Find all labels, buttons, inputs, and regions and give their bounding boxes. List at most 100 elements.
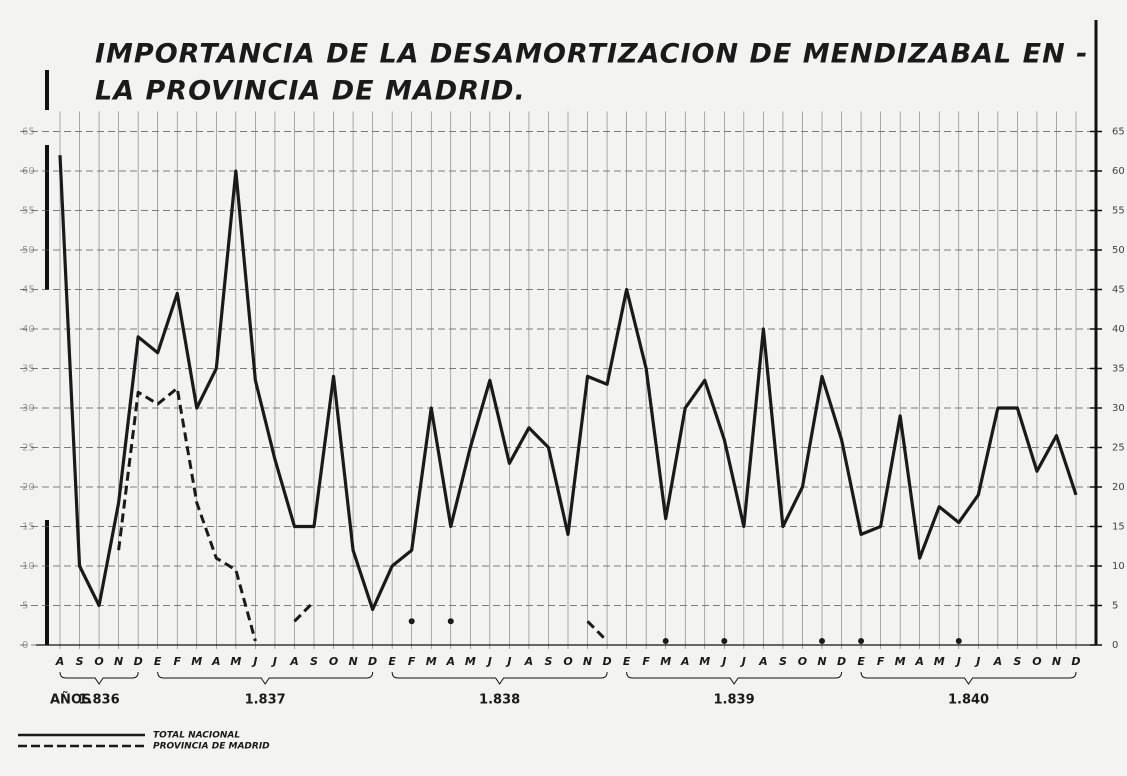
- x-tick-label: S: [310, 655, 318, 668]
- year-label: 1.839: [714, 693, 755, 708]
- legend-label: PROVINCIA DE MADRID: [153, 742, 270, 752]
- x-tick-label: O: [329, 655, 338, 668]
- x-tick-label: J: [486, 655, 492, 668]
- x-tick-label: A: [914, 655, 924, 668]
- x-tick-label: S: [544, 655, 552, 668]
- x-tick-label: O: [94, 655, 103, 668]
- y-tick-label: 30: [1112, 403, 1125, 414]
- y-tick-label: 60: [1112, 166, 1125, 177]
- y-tick-label: 0: [22, 640, 28, 651]
- year-bracket: [59, 671, 139, 685]
- x-tick-label: M: [660, 655, 671, 668]
- series-line: [293, 600, 316, 623]
- y-tick-label: 40: [1112, 324, 1125, 335]
- y-tick-label: 5: [1112, 601, 1118, 612]
- y-tick-label: 0: [1112, 640, 1118, 651]
- x-tick-label: M: [230, 655, 241, 668]
- x-tick-label: A: [211, 655, 221, 668]
- x-tick-label: D: [134, 655, 143, 668]
- x-tick-label: F: [408, 655, 416, 668]
- x-tick-label: N: [348, 655, 357, 668]
- x-tick-label: E: [388, 655, 396, 668]
- data-point: [955, 638, 962, 645]
- x-tick-label: M: [895, 655, 906, 668]
- year-bracket: [391, 671, 608, 685]
- x-tick-label: A: [993, 655, 1003, 668]
- year-bracket: [626, 671, 843, 685]
- x-tick-label: S: [1013, 655, 1021, 668]
- data-point: [662, 638, 669, 645]
- x-tick-label: J: [505, 655, 511, 668]
- year-bracket: [157, 671, 374, 685]
- y-tick-label: 15: [1112, 522, 1125, 533]
- x-tick-label: O: [563, 655, 572, 668]
- y-tick-label: 65: [22, 127, 35, 138]
- x-tick-label: J: [271, 655, 277, 668]
- x-tick-label: F: [173, 655, 181, 668]
- chart-title: LA PROVINCIA DE MADRID.: [95, 76, 526, 107]
- x-tick-label: F: [877, 655, 885, 668]
- x-tick-label: S: [76, 655, 84, 668]
- x-tick-label: S: [779, 655, 787, 668]
- x-tick-label: A: [524, 655, 534, 668]
- x-tick-label: O: [1032, 655, 1041, 668]
- y-tick-label: 10: [22, 561, 35, 572]
- chart-title: IMPORTANCIA DE LA DESAMORTIZACION DE MEN…: [95, 39, 1088, 70]
- y-tick-label: 45: [22, 285, 35, 296]
- x-tick-label: N: [817, 655, 826, 668]
- x-tick-label: J: [251, 655, 257, 668]
- x-tick-label: J: [740, 655, 746, 668]
- x-tick-label: A: [446, 655, 456, 668]
- y-tick-label: 65: [1112, 127, 1125, 138]
- year-label: 1.837: [245, 693, 286, 708]
- x-tick-label: D: [368, 655, 377, 668]
- year-label: 1.836: [79, 693, 120, 708]
- year-bracket: [860, 671, 1077, 685]
- year-label: 1.838: [479, 693, 520, 708]
- y-tick-label: 60: [22, 166, 35, 177]
- x-tick-label: J: [955, 655, 961, 668]
- y-tick-label: 50: [22, 245, 35, 256]
- data-point: [721, 638, 728, 645]
- year-label: 1.840: [948, 693, 989, 708]
- y-tick-label: 25: [1112, 443, 1125, 454]
- data-point: [819, 638, 825, 645]
- x-tick-label: N: [1052, 655, 1061, 668]
- series-line: [586, 620, 609, 643]
- x-tick-label: E: [623, 655, 631, 668]
- y-tick-label: 50: [1112, 245, 1125, 256]
- y-tick-label: 15: [22, 522, 35, 533]
- x-tick-label: M: [191, 655, 202, 668]
- legend-label: TOTAL NACIONAL: [153, 731, 240, 741]
- x-tick-label: O: [798, 655, 807, 668]
- x-tick-label: F: [642, 655, 650, 668]
- x-tick-label: E: [857, 655, 865, 668]
- x-tick-label: J: [974, 655, 980, 668]
- x-tick-label: A: [55, 655, 65, 668]
- x-tick-label: D: [837, 655, 846, 668]
- y-tick-label: 25: [22, 443, 35, 454]
- y-tick-label: 10: [1112, 561, 1125, 572]
- y-tick-label: 40: [22, 324, 35, 335]
- y-tick-label: 20: [22, 482, 35, 493]
- data-point: [447, 618, 454, 625]
- y-tick-label: 35: [22, 364, 35, 375]
- x-tick-label: A: [680, 655, 690, 668]
- x-tick-label: N: [114, 655, 123, 668]
- x-tick-label: N: [583, 655, 592, 668]
- y-tick-label: 5: [22, 601, 28, 612]
- y-tick-label: 20: [1112, 482, 1125, 493]
- y-tick-label: 55: [22, 206, 35, 217]
- x-tick-label: J: [720, 655, 726, 668]
- x-tick-label: A: [758, 655, 768, 668]
- x-tick-label: D: [1071, 655, 1080, 668]
- x-tick-label: E: [154, 655, 162, 668]
- y-tick-label: 30: [22, 403, 35, 414]
- series-line: [58, 155, 1078, 612]
- data-point: [858, 638, 865, 645]
- x-tick-label: M: [426, 655, 437, 668]
- x-tick-label: A: [289, 655, 299, 668]
- x-tick-label: M: [699, 655, 710, 668]
- y-tick-label: 45: [1112, 285, 1125, 296]
